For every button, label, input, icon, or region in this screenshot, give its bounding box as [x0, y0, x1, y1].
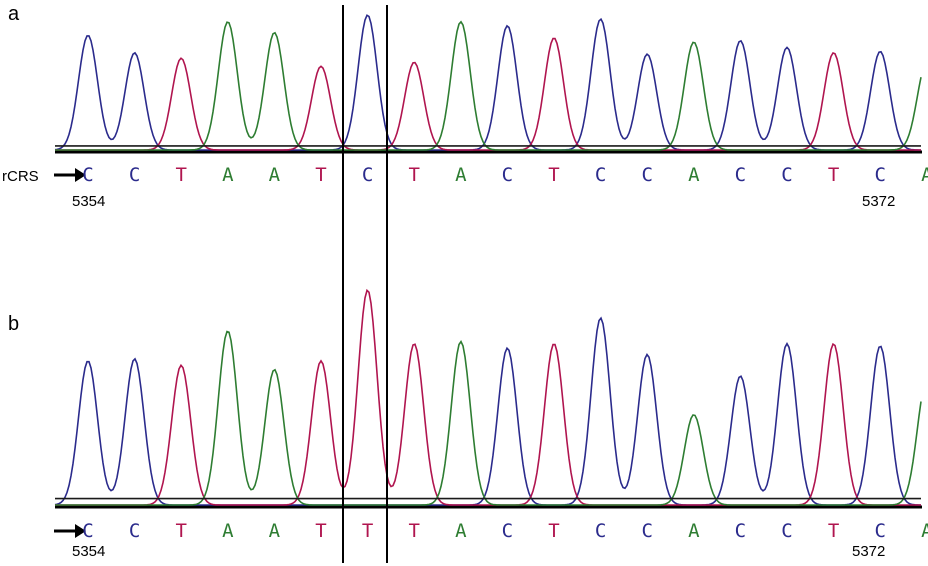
base-call-b-8: T — [408, 520, 419, 542]
base-call-a-12: C — [595, 164, 606, 186]
panel-a: a rCRS C C T A A T C T A C T C C A C C T C A 5354 5372 — [2, 3, 928, 210]
base-call-a-7: C — [362, 164, 373, 186]
base-call-b-18: C — [874, 520, 885, 542]
base-call-b-4: A — [222, 520, 234, 542]
base-call-a-1: C — [82, 164, 93, 186]
trace-C-panel-a — [54, 14, 921, 151]
panel-b-start-position: 5354 — [72, 543, 105, 560]
trace-T-panel-b — [55, 288, 921, 506]
panel-b-arrow-icon — [54, 524, 86, 538]
base-call-a-15: C — [735, 164, 746, 186]
base-call-b-10: C — [502, 520, 513, 542]
panel-a-start-position: 5354 — [72, 193, 105, 210]
panel-b-letter: b — [8, 313, 19, 335]
trace-A-panel-b — [55, 330, 922, 506]
base-call-b-6: T — [315, 520, 326, 542]
base-call-b-9: A — [455, 520, 467, 542]
panel-b: b C C T A A T T T A C T C C A C C T C A 5354 5372 — [8, 288, 928, 560]
base-call-b-1: C — [82, 520, 93, 542]
base-call-a-8: T — [408, 164, 419, 186]
base-call-a-6: T — [315, 164, 326, 186]
base-call-b-12: C — [595, 520, 606, 542]
trace-A-panel-a — [55, 20, 922, 151]
base-call-a-3: T — [175, 164, 186, 186]
base-call-b-16: C — [781, 520, 792, 542]
base-call-b-17: T — [828, 520, 839, 542]
base-call-a-19: A — [921, 164, 928, 186]
base-call-a-18: C — [874, 164, 885, 186]
base-call-a-2: C — [129, 164, 140, 186]
base-call-a-13: C — [641, 164, 652, 186]
panel-b-end-position: 5372 — [852, 543, 885, 560]
base-call-b-19: A — [921, 520, 928, 542]
base-call-a-14: A — [688, 164, 700, 186]
base-call-a-11: T — [548, 164, 559, 186]
base-call-b-11: T — [548, 520, 559, 542]
base-call-b-13: C — [641, 520, 652, 542]
base-call-a-10: C — [502, 164, 513, 186]
base-call-b-2: C — [129, 520, 140, 542]
base-call-a-17: T — [828, 164, 839, 186]
base-call-b-7: T — [362, 520, 373, 542]
panel-a-traces — [54, 14, 922, 151]
panel-a-end-position: 5372 — [862, 193, 895, 210]
panel-b-traces — [54, 288, 922, 506]
base-call-a-4: A — [222, 164, 234, 186]
trace-C-panel-b — [54, 316, 921, 506]
base-call-b-5: A — [269, 520, 281, 542]
base-call-a-5: A — [269, 164, 281, 186]
base-call-b-14: A — [688, 520, 700, 542]
panel-a-arrow-icon — [54, 168, 86, 182]
panel-a-letter: a — [8, 3, 20, 25]
base-call-b-15: C — [735, 520, 746, 542]
base-call-b-3: T — [175, 520, 186, 542]
base-call-a-9: A — [455, 164, 467, 186]
base-call-a-16: C — [781, 164, 792, 186]
panel-a-reference-label: rCRS — [2, 168, 39, 185]
